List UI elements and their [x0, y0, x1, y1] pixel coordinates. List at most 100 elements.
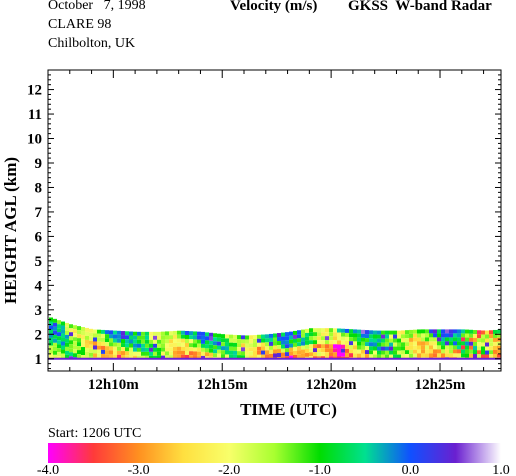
- heatmap-cell: [65, 334, 69, 339]
- heatmap-cell: [453, 353, 457, 358]
- heatmap-cell: [221, 338, 225, 343]
- heatmap-cell: [349, 353, 353, 358]
- heatmap-cell: [485, 350, 489, 355]
- heatmap-cell: [125, 331, 129, 336]
- heatmap-cell: [345, 340, 349, 345]
- heatmap-cell: [393, 342, 397, 347]
- heatmap-cell: [489, 330, 493, 335]
- heatmap-cell: [281, 356, 285, 359]
- heatmap-cell: [485, 334, 489, 339]
- heatmap-cell: [65, 354, 69, 359]
- heatmap-cell: [301, 353, 305, 358]
- heatmap-cell: [49, 341, 53, 346]
- heatmap-cell: [313, 356, 317, 359]
- heatmap-cell: [405, 342, 409, 347]
- heatmap-cell: [389, 350, 393, 355]
- heatmap-cell: [217, 349, 221, 354]
- heatmap-cell: [381, 350, 385, 355]
- heatmap-cell: [485, 330, 489, 335]
- heatmap-cell: [313, 328, 317, 333]
- heatmap-cell: [73, 337, 77, 342]
- heatmap-cell: [249, 343, 253, 348]
- heatmap-cell: [325, 332, 329, 337]
- heatmap-cell: [317, 348, 321, 353]
- heatmap-cell: [49, 353, 53, 358]
- heatmap-cell: [281, 336, 285, 341]
- heatmap-cell: [177, 334, 181, 339]
- heatmap-cell: [457, 329, 461, 334]
- heatmap-cell: [49, 329, 53, 334]
- heatmap-cell: [381, 342, 385, 347]
- heatmap-cell: [149, 355, 153, 359]
- heatmap-cell: [53, 330, 57, 335]
- heatmap-cell: [109, 334, 113, 339]
- heatmap-cell: [281, 332, 285, 337]
- heatmap-cell: [333, 340, 337, 345]
- heatmap-cell: [393, 346, 397, 351]
- heatmap-cell: [361, 349, 365, 354]
- heatmap-cell: [165, 343, 169, 348]
- heatmap-cell: [489, 334, 493, 339]
- heatmap-cell: [157, 355, 161, 359]
- heatmap-cell: [489, 346, 493, 351]
- heatmap-cell: [421, 329, 425, 334]
- heatmap-cell: [453, 337, 457, 342]
- heatmap-cell: [257, 350, 261, 355]
- heatmap-cell: [361, 333, 365, 338]
- heatmap-cell: [377, 334, 381, 339]
- heatmap-cell: [61, 337, 65, 342]
- heatmap-cell: [269, 353, 273, 358]
- header-site: Chilbolton, UK: [48, 36, 136, 51]
- colorbar: [48, 443, 501, 463]
- heatmap-cell: [89, 348, 93, 353]
- heatmap-cell: [353, 353, 357, 358]
- heatmap-cell: [213, 353, 217, 358]
- heatmap-cell: [373, 354, 377, 359]
- heatmap-cell: [177, 354, 181, 359]
- heatmap-cell: [221, 354, 225, 359]
- heatmap-cell: [157, 331, 161, 336]
- heatmap-cell: [261, 338, 265, 343]
- heatmap-cell: [249, 355, 253, 359]
- heatmap-cell: [93, 353, 97, 358]
- heatmap-cell: [341, 336, 345, 341]
- heatmap-cell: [433, 353, 437, 358]
- heatmap-cell: [93, 333, 97, 338]
- heatmap-cell: [237, 343, 241, 348]
- heatmap-cell: [329, 348, 333, 353]
- heatmap-cell: [361, 329, 365, 334]
- heatmap-cell: [241, 351, 245, 356]
- heatmap-cell: [69, 328, 73, 333]
- heatmap-cell: [341, 352, 345, 357]
- heatmap-cell: [229, 350, 233, 355]
- heatmap-cell: [81, 339, 85, 344]
- heatmap-cell: [329, 328, 333, 333]
- heatmap-cell: [169, 351, 173, 356]
- heatmap-cell: [413, 345, 417, 350]
- heatmap-cell: [77, 354, 81, 359]
- heatmap-cell: [485, 346, 489, 351]
- heatmap-cell: [109, 354, 113, 359]
- heatmap-cell: [485, 342, 489, 347]
- heatmap-cell: [401, 346, 405, 351]
- heatmap-cell: [133, 355, 137, 359]
- heatmap-cell: [85, 327, 89, 332]
- heatmap-cell: [273, 333, 277, 338]
- heatmap-cell: [169, 355, 173, 359]
- heatmap-cell: [297, 338, 301, 343]
- colorbar-ticks: -4.0 -3.0 -2.0 -1.0 0.0 1.0: [37, 463, 510, 476]
- heatmap-cell: [165, 347, 169, 352]
- heatmap-cell: [429, 349, 433, 354]
- heatmap-cell: [449, 337, 453, 342]
- heatmap-cell: [69, 348, 73, 353]
- heatmap-cell: [189, 331, 193, 336]
- heatmap-cell: [457, 349, 461, 354]
- heatmap-cell: [81, 327, 85, 332]
- heatmap-cell: [273, 349, 277, 354]
- colorbar-tick-label: -4.0: [37, 463, 59, 476]
- heatmap-cell: [129, 339, 133, 344]
- heatmap-cell: [409, 341, 413, 346]
- heatmap-cell: [73, 349, 77, 354]
- heatmap-cell: [257, 346, 261, 351]
